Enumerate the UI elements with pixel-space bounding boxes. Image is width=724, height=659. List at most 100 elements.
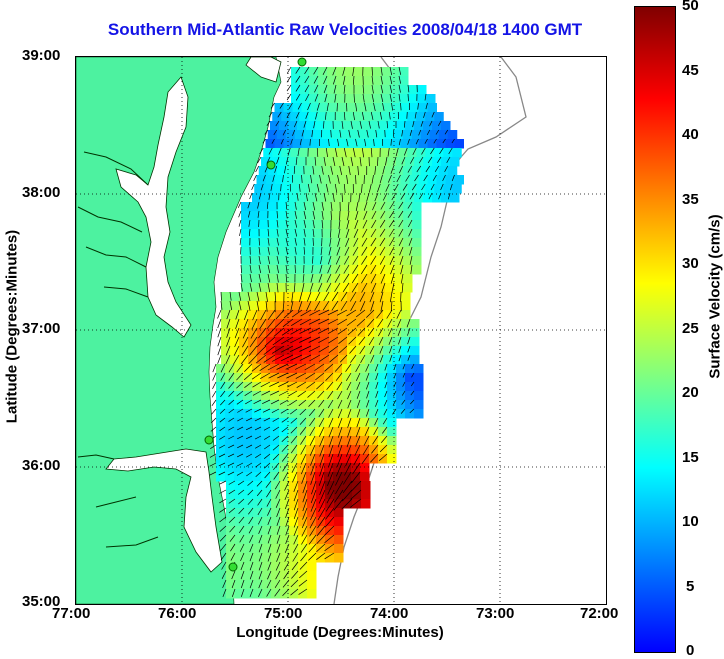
current-vector-arrow — [270, 183, 273, 191]
velocity-cell — [358, 274, 368, 284]
nc-rivers — [77, 454, 159, 548]
velocity-cell — [290, 148, 300, 158]
velocity-cell — [372, 76, 382, 86]
velocity-cell — [342, 463, 352, 473]
current-vector-arrow — [291, 309, 303, 318]
current-vector-arrow — [300, 435, 307, 445]
velocity-cell — [372, 85, 382, 95]
current-vector-arrow — [245, 435, 253, 440]
current-vector-arrow — [318, 489, 326, 504]
velocity-cell — [402, 130, 413, 140]
velocity-cell — [454, 175, 464, 185]
velocity-cell — [385, 265, 395, 275]
current-vector-arrow — [276, 507, 281, 518]
velocity-cell — [300, 94, 310, 104]
current-vector-arrow — [325, 147, 328, 158]
current-vector-arrow — [217, 318, 222, 329]
velocity-cell — [335, 112, 345, 122]
current-vector-arrow — [449, 183, 453, 191]
current-vector-arrow — [432, 174, 437, 181]
current-vector-arrow — [310, 489, 317, 504]
current-vector-arrow — [281, 327, 294, 336]
current-vector-arrow — [282, 318, 294, 328]
velocity-cell — [241, 229, 251, 239]
velocity-cell — [308, 112, 318, 122]
current-vector-arrow — [301, 525, 308, 537]
current-vector-arrow — [303, 228, 306, 237]
current-vector-arrow — [400, 273, 404, 284]
velocity-cell — [297, 400, 307, 410]
current-vector-arrow — [237, 408, 244, 413]
current-vector-arrow — [403, 120, 406, 128]
velocity-cell — [298, 481, 308, 491]
velocity-cell — [384, 130, 395, 140]
current-vector-arrow — [401, 129, 404, 137]
current-vector-arrow — [309, 417, 316, 427]
velocity-cell — [216, 436, 226, 446]
velocity-cell — [408, 85, 418, 95]
current-vector-arrow — [228, 390, 235, 397]
current-vector-arrow — [383, 399, 388, 407]
current-vector-arrow — [249, 588, 254, 598]
current-vector-arrow — [363, 201, 368, 211]
current-vector-arrow — [256, 291, 260, 302]
current-vector-arrow — [345, 444, 352, 457]
current-vector-arrow — [352, 66, 355, 76]
velocity-cell — [374, 319, 384, 329]
velocity-cell — [385, 283, 395, 293]
velocity-cell — [344, 148, 354, 158]
velocity-cell — [367, 265, 377, 275]
current-vector-arrow — [328, 138, 330, 147]
current-vector-arrow — [330, 201, 333, 211]
current-vector-arrow — [290, 336, 303, 344]
velocity-cell — [334, 508, 344, 518]
current-vector-arrow — [268, 147, 273, 155]
velocity-cell — [272, 184, 282, 194]
current-vector-arrow — [231, 570, 236, 580]
colorbar-tick-label: 35 — [682, 191, 699, 208]
velocity-cell — [243, 454, 253, 464]
current-vector-arrow — [261, 390, 271, 396]
current-vector-arrow — [281, 435, 289, 443]
velocity-cell — [289, 562, 299, 572]
current-vector-arrow — [266, 588, 272, 597]
velocity-cell — [376, 274, 386, 284]
velocity-cell — [234, 472, 244, 482]
current-vector-arrow — [291, 291, 294, 303]
velocity-cell — [371, 148, 381, 158]
current-vector-arrow — [362, 93, 365, 103]
current-vector-arrow — [335, 471, 343, 486]
velocity-cell — [392, 292, 402, 302]
current-vector-arrow — [245, 426, 253, 431]
current-vector-arrow — [351, 282, 359, 293]
current-vector-arrow — [343, 255, 350, 265]
velocity-cell — [301, 103, 311, 113]
velocity-cell — [375, 130, 386, 140]
velocity-cell — [221, 301, 231, 311]
current-vector-arrow — [337, 444, 343, 458]
current-vector-arrow — [308, 534, 317, 545]
current-vector-arrow — [350, 300, 357, 311]
velocity-cell — [322, 220, 332, 230]
current-vector-arrow — [315, 111, 318, 120]
velocity-cell — [306, 445, 316, 455]
current-vector-arrow — [301, 534, 308, 545]
current-vector-arrow — [373, 426, 379, 435]
velocity-cell — [392, 337, 402, 347]
velocity-cell — [244, 544, 254, 554]
current-vector-arrow — [329, 228, 332, 238]
velocity-cell — [216, 472, 226, 482]
velocity-cell — [307, 580, 317, 590]
current-vector-arrow — [363, 210, 368, 220]
velocity-cell — [373, 103, 383, 113]
current-vector-arrow — [439, 147, 444, 154]
velocity-cell — [410, 337, 420, 347]
current-vector-arrow — [290, 300, 294, 313]
current-vector-arrow — [384, 390, 388, 398]
velocity-cell — [333, 373, 343, 383]
current-vector-arrow — [423, 174, 428, 182]
current-vector-arrow — [375, 381, 379, 389]
velocity-cell — [356, 346, 366, 356]
velocity-cell — [244, 535, 254, 545]
current-vector-arrow — [266, 579, 272, 589]
